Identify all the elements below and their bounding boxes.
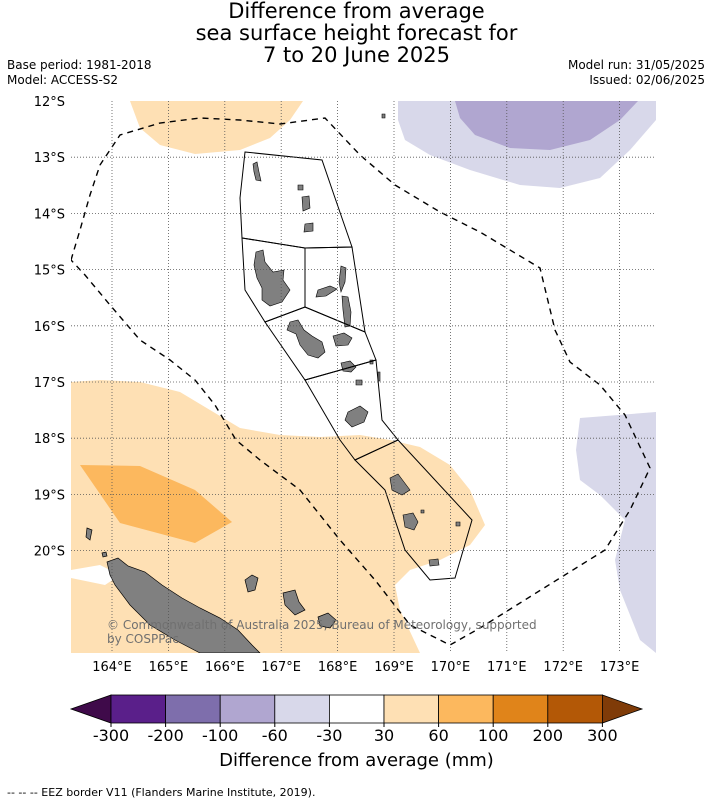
anomaly-layer (71, 101, 656, 653)
longitude-labels: 164°E 165°E 166°E 167°E 168°E 169°E 170°E 171°E… (92, 660, 639, 675)
province-tafea (354, 439, 473, 581)
lon-label: 171°E (487, 660, 527, 675)
island-aneityum (428, 558, 440, 567)
lon-label: 167°E (261, 660, 301, 675)
colorbar-tick-label: -300 (93, 726, 129, 745)
lon-label: 173°E (600, 660, 640, 675)
colorbar-tick-label: 300 (587, 726, 618, 745)
colorbar-segment (383, 694, 439, 724)
anomaly-region-mid-purple (455, 101, 638, 150)
island-torres (252, 161, 262, 182)
lon-label: 172°E (543, 660, 583, 675)
colorbar-tick-label: -100 (202, 726, 238, 745)
lat-label: 20°S (34, 545, 65, 560)
lat-label: 17°S (34, 376, 65, 391)
lon-label: 169°E (374, 660, 414, 675)
anomaly-region-light-orange-south (71, 380, 485, 653)
lon-label: 165°E (149, 660, 189, 675)
colorbar-segment (492, 694, 549, 724)
island-ambrym (332, 332, 353, 347)
island-loyalty-3 (317, 612, 337, 629)
colorbar-tick-labels: -300 -200 -100 -60 -30 30 60 100 200 300 (93, 723, 618, 745)
province-malampa (264, 306, 377, 381)
model-info: Base period: 1981-2018 Model: ACCESS-S2 (7, 58, 152, 88)
colorbar-tick-label: 100 (478, 726, 509, 745)
colorbar-segment (219, 694, 276, 724)
eez-legend-note: -- -- -- EEZ border V11 (Flanders Marine… (7, 786, 316, 799)
anomaly-region-mid-orange (80, 465, 232, 543)
colorbar-segment (165, 694, 221, 724)
colorbar-tick-label: 30 (374, 726, 394, 745)
island-erromango (389, 473, 411, 496)
island-loyalty-2 (282, 589, 306, 616)
lat-label: 19°S (34, 488, 65, 503)
island-loyalty-1 (244, 574, 259, 593)
eez-border (71, 117, 651, 646)
copyright-notice: © Commonwealth of Australia 2025, Bureau… (107, 618, 537, 646)
island-banks-3 (303, 222, 314, 233)
island-pentecost (341, 295, 352, 328)
latitude-labels: 12°S 13°S 14°S 15°S 16°S 17°S 18°S 19°S 20°S (34, 95, 65, 560)
island-aniwa (420, 509, 425, 514)
lon-label: 168°E (318, 660, 358, 675)
colorbar-tick-label: -60 (262, 726, 288, 745)
island-espiritu-santo (253, 249, 291, 307)
anomaly-region-light-orange-north (130, 101, 303, 154)
island-malekula (286, 319, 326, 359)
island-tanna (402, 512, 419, 531)
island-banks-1 (297, 184, 304, 191)
lat-label: 18°S (34, 432, 65, 447)
lat-label: 16°S (34, 320, 65, 335)
map-title: Difference from average sea surface heig… (0, 0, 713, 66)
graticule (71, 101, 656, 653)
island-futuna (455, 521, 461, 527)
colorbar-extend-low (69, 694, 112, 724)
lat-label: 13°S (34, 151, 65, 166)
colorbar-extend-high (602, 694, 644, 724)
lon-label: 170°E (431, 660, 471, 675)
island-tiny-1 (381, 113, 386, 119)
island-banks-2 (301, 195, 311, 212)
anomaly-region-neutral (71, 565, 120, 585)
base-period: Base period: 1981-2018 (7, 58, 152, 72)
island-small-west (85, 527, 93, 541)
island-new-caledonia (106, 557, 261, 653)
lat-label: 14°S (34, 207, 65, 222)
colorbar-tick-label: 60 (428, 726, 448, 745)
title-line-2: sea surface height forecast for (195, 21, 518, 45)
colorbar-label: Difference from average (mm) (219, 750, 494, 771)
colorbar-tick-label: -30 (316, 726, 342, 745)
colorbar-tick-label: 200 (533, 726, 564, 745)
island-efate (344, 405, 369, 428)
island-maewo (338, 265, 347, 294)
issued-date: Issued: 02/06/2025 (589, 73, 705, 87)
colorbar-segment (274, 694, 330, 724)
colorbar-tick-label: -200 (147, 726, 183, 745)
island-small-west-2 (101, 551, 108, 558)
island-ambae (315, 285, 338, 298)
island-shepherds (355, 379, 363, 386)
colorbar-segment (328, 694, 385, 724)
colorbar-segment (110, 694, 166, 724)
model-name: Model: ACCESS-S2 (7, 73, 119, 87)
lat-label: 12°S (34, 95, 65, 110)
title-line-3: 7 to 20 June 2025 (262, 43, 451, 67)
lat-label: 15°S (34, 264, 65, 279)
run-info: Model run: 31/05/2025 Issued: 02/06/2025 (568, 58, 705, 88)
colorbar (69, 694, 644, 724)
model-run: Model run: 31/05/2025 (567, 58, 705, 72)
colorbar-segment (547, 694, 603, 724)
title-line-1: Difference from average (228, 0, 485, 23)
anomaly-region-light-purple-east (576, 412, 656, 653)
lon-label: 164°E (92, 660, 132, 675)
lon-label: 166°E (205, 660, 245, 675)
province-boundaries (239, 151, 473, 581)
colorbar-segment (438, 694, 494, 724)
